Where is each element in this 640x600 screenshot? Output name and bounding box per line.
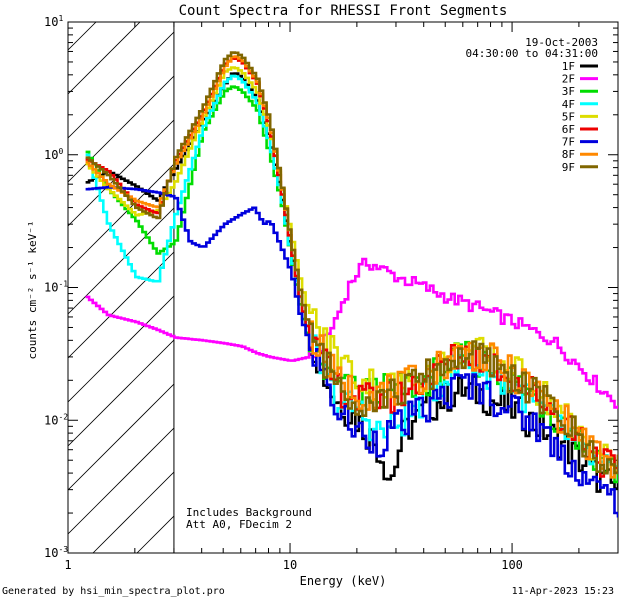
hatch-line	[68, 163, 175, 271]
legend-label-4f: 4F	[562, 98, 575, 111]
chart-title: Count Spectra for RHESSI Front Segments	[179, 3, 508, 19]
plot-frame	[67, 21, 619, 554]
hatch-line	[68, 119, 175, 227]
hatch-line	[68, 22, 141, 95]
x-tick-label: 10	[283, 558, 297, 572]
date-label: 19-Oct-2003	[525, 36, 598, 49]
generated-by-label: Generated by hsi_min_spectra_plot.pro	[2, 586, 225, 597]
hatch-line	[136, 515, 175, 553]
annotation-background: Includes Background	[186, 506, 312, 519]
series-line-2f	[85, 257, 618, 409]
x-tick-label: 1	[64, 558, 71, 572]
series-line-9f	[85, 51, 618, 475]
y-axis-label: counts cm⁻² s⁻¹ keV⁻¹	[26, 220, 39, 359]
legend-label-9f: 9F	[562, 161, 575, 174]
legend-label-6f: 6F	[562, 123, 575, 136]
hatch-line	[68, 383, 175, 491]
hatch-line	[68, 0, 174, 6]
series-line-7f	[85, 185, 618, 518]
legend-label-8f: 8F	[562, 148, 575, 161]
time-range-label: 04:30:00 to 04:31:00	[466, 47, 598, 60]
hatch-line	[68, 295, 175, 403]
hatch-line	[68, 427, 175, 535]
date-range-info: 19-Oct-2003 04:30:00 to 04:31:00	[466, 36, 598, 60]
hatch-line	[68, 339, 175, 447]
hatch-line	[68, 31, 175, 139]
legend-label-5f: 5F	[562, 110, 575, 123]
hatch-line	[68, 251, 175, 359]
spectra-series	[85, 51, 618, 518]
hatch-line	[68, 22, 97, 51]
legend-label-3f: 3F	[562, 85, 575, 98]
y-tick-label: 100	[44, 147, 63, 162]
y-tick-label: 101	[44, 14, 63, 29]
hatch-line	[68, 75, 175, 183]
axis-ticks: 1 10 100 10-3 10-2 10-1 100 101	[44, 14, 619, 572]
y-tick-label: 10-3	[44, 545, 68, 560]
y-tick-label: 10-1	[44, 280, 68, 295]
legend-label-1f: 1F	[562, 60, 575, 73]
y-tick-label: 10-2	[44, 412, 68, 427]
hatch-line	[92, 471, 175, 553]
annotation-attenuator: Att A0, FDecim 2	[186, 518, 292, 531]
generated-date-label: 11-Apr-2023 15:23	[512, 586, 614, 597]
legend-label-2f: 2F	[562, 73, 575, 86]
x-tick-label: 100	[501, 558, 523, 572]
x-axis-label: Energy (keV)	[300, 574, 387, 588]
legend-label-7f: 7F	[562, 136, 575, 149]
hatch-line	[68, 207, 175, 315]
attenuator-hatched-region	[68, 0, 175, 553]
